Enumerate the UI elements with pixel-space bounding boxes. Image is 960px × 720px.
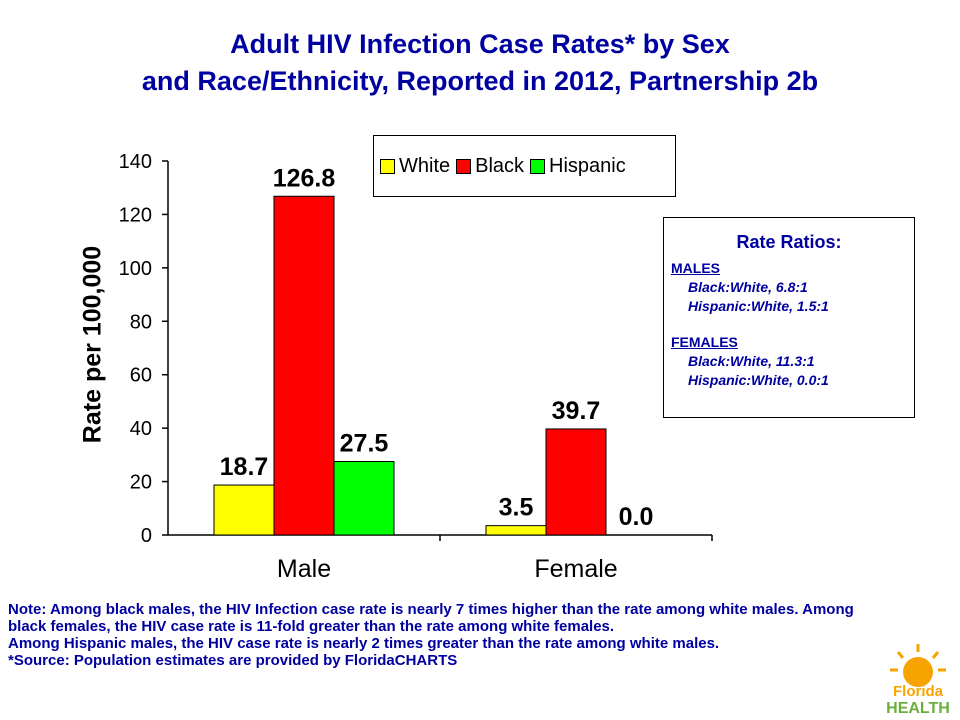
logo-line-2: HEALTH xyxy=(886,700,950,716)
legend-label-black: Black xyxy=(475,154,525,177)
legend-label-hispanic: Hispanic xyxy=(549,154,626,177)
bar-black-female xyxy=(545,428,607,536)
chart-legend: White Black Hispanic xyxy=(373,135,676,197)
males-ratio-black: Black:White, 6.8:1 xyxy=(688,279,808,295)
note-black: Note: Among black males, the HIV Infecti… xyxy=(8,601,854,635)
y-tick-label: 80 xyxy=(130,311,152,333)
legend-label-white: White xyxy=(399,154,451,177)
logo-line-1: Florida xyxy=(893,683,944,700)
x-tick-label-male: Male xyxy=(277,555,331,583)
legend-item-black: Black xyxy=(456,155,524,178)
females-ratio-hispanic: Hispanic:White, 0.0:1 xyxy=(688,372,829,388)
y-tick-label: 20 xyxy=(130,472,152,494)
data-label-hispanic-male: 27.5 xyxy=(340,430,389,458)
bar-black-male xyxy=(273,195,335,536)
legend-item-hispanic: Hispanic xyxy=(530,155,626,178)
females-heading: FEMALES xyxy=(671,334,738,350)
legend-item-white: White xyxy=(380,155,450,178)
florida-health-logo: Florida HEALTH xyxy=(882,640,954,716)
data-label-hispanic-female: 0.0 xyxy=(619,503,654,531)
note-hispanic: Among Hispanic males, the HIV case rate … xyxy=(8,635,720,652)
title-line-1: Adult HIV Infection Case Rates* by Sex xyxy=(230,29,730,59)
females-ratio-black: Black:White, 11.3:1 xyxy=(688,353,815,369)
legend-swatch-white xyxy=(380,158,395,174)
y-tick-label: 0 xyxy=(141,525,152,547)
data-label-black-female: 39.7 xyxy=(552,397,601,425)
chart-title: Adult HIV Infection Case Rates* by Sex a… xyxy=(0,26,960,100)
bar-white-male xyxy=(213,484,275,536)
note-source: *Source: Population estimates are provid… xyxy=(8,652,458,669)
y-tick-label: 60 xyxy=(130,365,152,387)
footnote: Note: Among black males, the HIV Infecti… xyxy=(8,601,888,669)
data-label-white-male: 18.7 xyxy=(220,453,269,481)
rate-ratios-box: Rate Ratios: MALES Black:White, 6.8:1 Hi… xyxy=(663,217,915,418)
y-tick-label: 140 xyxy=(119,151,152,173)
bar-hispanic-male xyxy=(333,461,395,536)
y-tick-label: 100 xyxy=(119,258,152,280)
data-label-white-female: 3.5 xyxy=(499,494,534,522)
males-heading: MALES xyxy=(671,260,720,276)
x-tick-label-female: Female xyxy=(534,555,617,583)
males-ratio-hispanic: Hispanic:White, 1.5:1 xyxy=(688,298,829,314)
legend-swatch-hispanic xyxy=(530,158,546,174)
title-line-2: and Race/Ethnicity, Reported in 2012, Pa… xyxy=(141,66,819,96)
y-tick-label: 120 xyxy=(119,204,152,226)
data-label-black-male: 126.8 xyxy=(273,164,336,192)
rate-ratios-title: Rate Ratios: xyxy=(736,232,842,252)
bar-white-female xyxy=(485,525,547,536)
y-tick-label: 40 xyxy=(130,418,152,440)
legend-swatch-black xyxy=(456,158,472,174)
